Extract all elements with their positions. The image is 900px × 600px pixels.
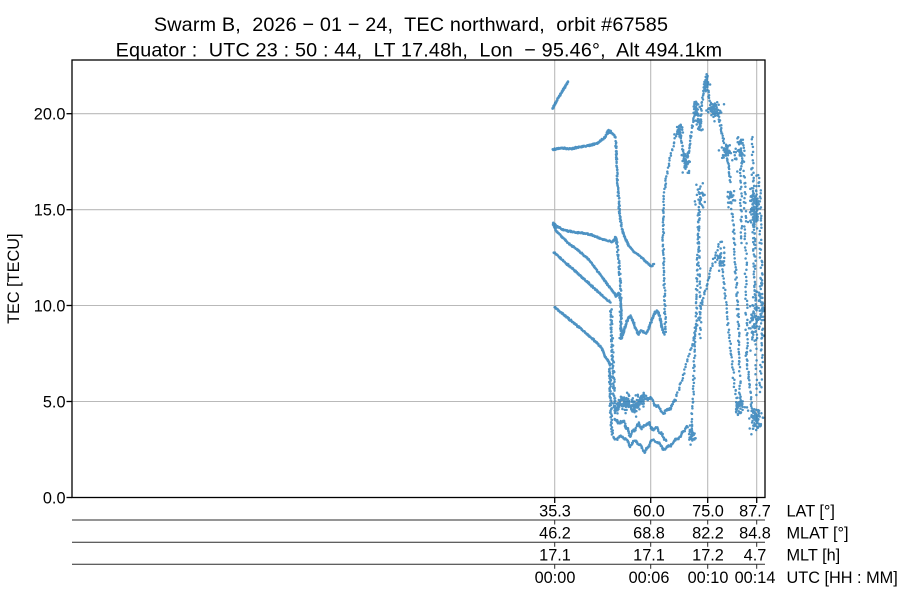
svg-text:Equator : UTC 23 : 50 : 44,: Equator : UTC 23 : 50 : 44, LT 17.48h, L… (116, 39, 723, 61)
svg-text:LAT [°]: LAT [°] (787, 502, 835, 520)
svg-text:Swarm B, 2026 − 01 − 24, TEC: Swarm B, 2026 − 01 − 24, TEC northward, … (154, 14, 668, 36)
svg-text:82.2: 82.2 (692, 525, 724, 543)
svg-text:84.8: 84.8 (739, 525, 771, 543)
svg-text:MLT [h]: MLT [h] (787, 547, 841, 565)
svg-text:10.0: 10.0 (34, 297, 66, 315)
svg-text:17.2: 17.2 (692, 547, 724, 565)
svg-text:4.7: 4.7 (744, 547, 767, 565)
svg-text:TEC [TECU]: TEC [TECU] (5, 233, 23, 323)
svg-text:46.2: 46.2 (539, 525, 571, 543)
svg-text:UTC [HH : MM]: UTC [HH : MM] (787, 569, 898, 587)
svg-text:00:06: 00:06 (629, 569, 670, 587)
svg-text:20.0: 20.0 (34, 106, 66, 124)
svg-text:MLAT [°]: MLAT [°] (787, 525, 849, 543)
svg-text:60.0: 60.0 (633, 502, 665, 520)
svg-text:17.1: 17.1 (539, 547, 571, 565)
svg-text:00:14: 00:14 (735, 569, 776, 587)
svg-text:75.0: 75.0 (692, 502, 724, 520)
svg-text:00:10: 00:10 (688, 569, 729, 587)
svg-text:15.0: 15.0 (34, 202, 66, 220)
svg-text:5.0: 5.0 (43, 393, 66, 411)
svg-text:87.7: 87.7 (739, 502, 771, 520)
svg-text:00:00: 00:00 (535, 569, 576, 587)
svg-text:68.8: 68.8 (633, 525, 665, 543)
svg-text:17.1: 17.1 (633, 547, 665, 565)
svg-text:35.3: 35.3 (539, 502, 571, 520)
svg-text:0.0: 0.0 (43, 489, 66, 507)
